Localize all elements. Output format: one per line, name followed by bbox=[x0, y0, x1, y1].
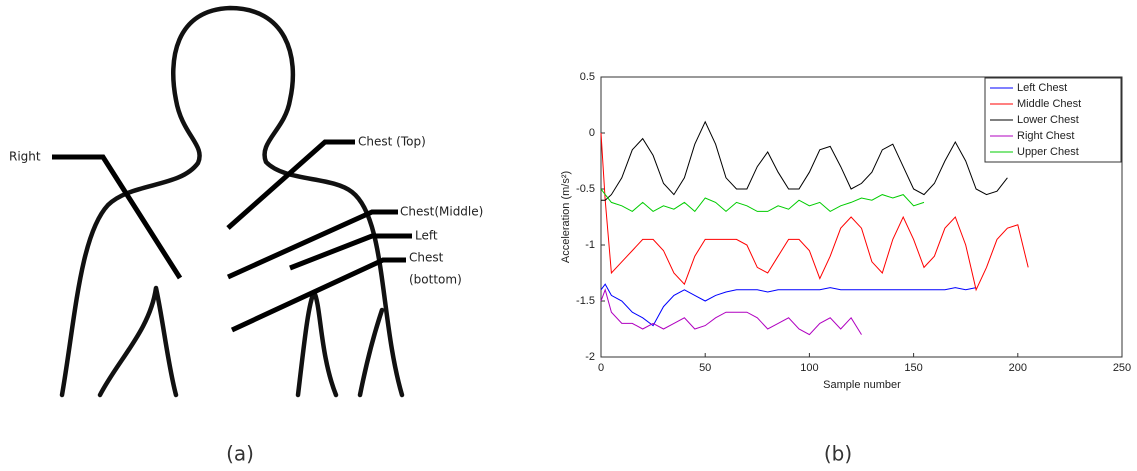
diagram-label: (bottom) bbox=[409, 273, 462, 287]
body-outline bbox=[59, 5, 405, 398]
series-line bbox=[600, 288, 862, 336]
x-tick-label: 50 bbox=[699, 362, 711, 374]
diagram-label: Chest bbox=[409, 251, 444, 265]
legend-label: Upper Chest bbox=[1017, 146, 1079, 158]
y-tick-label: -2 bbox=[585, 351, 595, 363]
diagram-label: Left bbox=[415, 229, 438, 243]
pointer-line bbox=[230, 257, 406, 333]
diagram-label: Chest(Middle) bbox=[400, 205, 483, 219]
legend-label: Right Chest bbox=[1017, 130, 1074, 142]
legend-label: Middle Chest bbox=[1017, 98, 1081, 110]
pointer-line bbox=[226, 139, 355, 230]
series-line bbox=[600, 283, 977, 327]
left-arm bbox=[97, 285, 179, 398]
x-tick-label: 100 bbox=[800, 362, 818, 374]
y-tick-label: 0 bbox=[589, 127, 595, 139]
x-tick-label: 250 bbox=[1113, 362, 1131, 374]
series-line bbox=[601, 120, 1008, 201]
x-axis-label: Sample number bbox=[823, 379, 901, 391]
diagram-label: Chest (Top) bbox=[358, 135, 426, 149]
legend-label: Left Chest bbox=[1017, 82, 1067, 94]
x-tick-label: 200 bbox=[1009, 362, 1027, 374]
caption: (a) bbox=[226, 442, 254, 466]
y-tick-label: -1 bbox=[585, 239, 595, 251]
right-hand bbox=[357, 307, 385, 398]
diagram-label: Right bbox=[9, 150, 41, 164]
y-tick-label: -0.5 bbox=[576, 183, 595, 195]
right-arm bbox=[295, 289, 339, 398]
body-diagram: Right Chest (Top) Chest(Middle) Left Che… bbox=[9, 5, 483, 398]
y-tick-label: 0.5 bbox=[580, 71, 595, 83]
plot-frame bbox=[600, 76, 1123, 358]
caption: (b) bbox=[824, 442, 852, 466]
pointer-line bbox=[226, 209, 398, 280]
y-axis-label: Acceleration (m/s²) bbox=[560, 171, 572, 263]
y-tick-label: -1.5 bbox=[576, 295, 595, 307]
legend-label: Lower Chest bbox=[1017, 114, 1079, 126]
pointer-line bbox=[52, 154, 183, 280]
x-tick-label: 0 bbox=[598, 362, 604, 374]
series-line bbox=[600, 188, 925, 213]
x-tick-label: 150 bbox=[904, 362, 922, 374]
pointer-line bbox=[289, 233, 412, 271]
series-line bbox=[600, 132, 1029, 292]
